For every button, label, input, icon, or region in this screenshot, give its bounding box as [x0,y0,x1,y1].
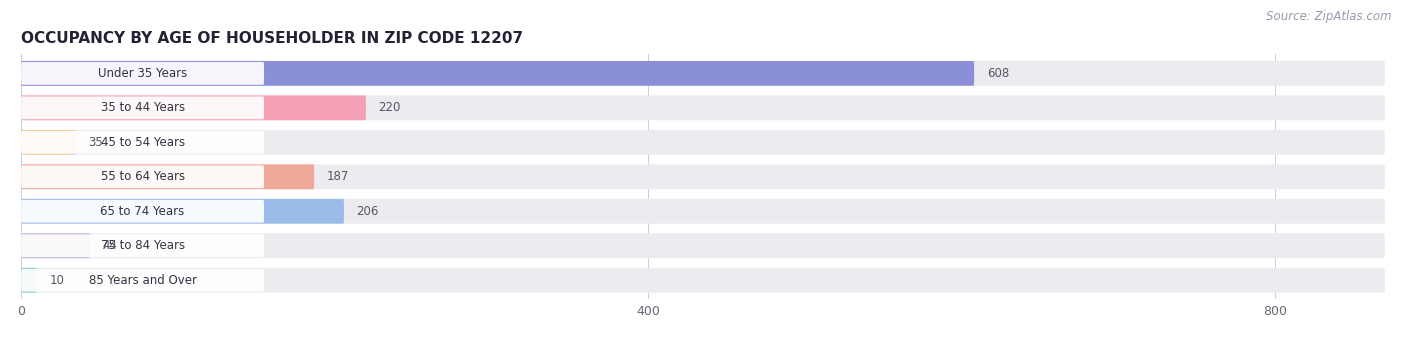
FancyBboxPatch shape [21,269,264,292]
Text: 75 to 84 Years: 75 to 84 Years [100,239,184,252]
Text: 85 Years and Over: 85 Years and Over [89,274,197,287]
FancyBboxPatch shape [21,130,76,155]
FancyBboxPatch shape [21,234,264,257]
FancyBboxPatch shape [21,97,264,119]
FancyBboxPatch shape [21,233,90,258]
FancyBboxPatch shape [21,96,1385,120]
Text: 35: 35 [89,136,103,149]
Text: 35 to 44 Years: 35 to 44 Years [100,101,184,114]
Text: 206: 206 [357,205,380,218]
FancyBboxPatch shape [21,131,264,154]
FancyBboxPatch shape [21,130,1385,155]
Text: 55 to 64 Years: 55 to 64 Years [100,170,184,183]
Text: 44: 44 [103,239,118,252]
FancyBboxPatch shape [21,268,37,293]
Text: 45 to 54 Years: 45 to 54 Years [100,136,184,149]
FancyBboxPatch shape [21,233,1385,258]
FancyBboxPatch shape [21,166,264,188]
FancyBboxPatch shape [21,199,1385,224]
FancyBboxPatch shape [21,200,264,223]
FancyBboxPatch shape [21,62,264,85]
FancyBboxPatch shape [21,61,1385,86]
FancyBboxPatch shape [21,268,1385,293]
Text: 65 to 74 Years: 65 to 74 Years [100,205,184,218]
Text: OCCUPANCY BY AGE OF HOUSEHOLDER IN ZIP CODE 12207: OCCUPANCY BY AGE OF HOUSEHOLDER IN ZIP C… [21,31,523,46]
FancyBboxPatch shape [21,96,366,120]
FancyBboxPatch shape [21,164,1385,189]
Text: 187: 187 [326,170,349,183]
Text: 608: 608 [987,67,1010,80]
FancyBboxPatch shape [21,61,974,86]
FancyBboxPatch shape [21,164,314,189]
Text: Source: ZipAtlas.com: Source: ZipAtlas.com [1267,10,1392,23]
Text: 220: 220 [378,101,401,114]
Text: 10: 10 [49,274,65,287]
FancyBboxPatch shape [21,199,344,224]
Text: Under 35 Years: Under 35 Years [98,67,187,80]
